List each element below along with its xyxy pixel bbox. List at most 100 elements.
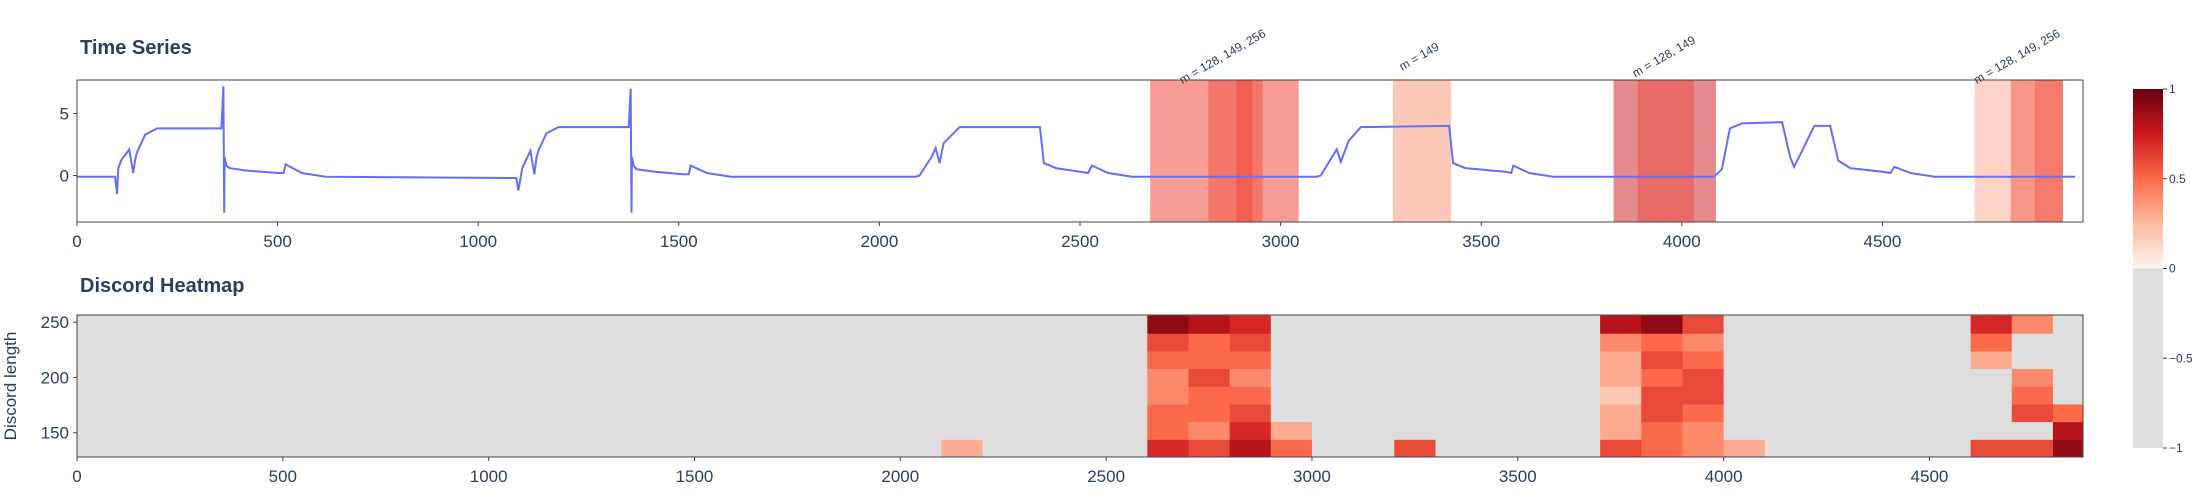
- heatmap-cell: [1517, 439, 1560, 457]
- heatmap-cell: [1641, 439, 1683, 457]
- heatmap-cell: [1435, 386, 1478, 405]
- heatmap-cell: [118, 386, 160, 405]
- heatmap-cell: [2011, 333, 2054, 352]
- heatmap-cell: [1970, 439, 2013, 457]
- heatmap-cell: [570, 403, 613, 423]
- highlight-region: [1637, 80, 1694, 222]
- heatmap-cell: [776, 386, 819, 405]
- y-tick-label: 200: [41, 368, 69, 387]
- heatmap-cell: [1723, 350, 1766, 370]
- heatmap-cell: [447, 368, 490, 387]
- heatmap-cell: [1517, 403, 1560, 423]
- heatmap-cell: [282, 350, 325, 370]
- heatmap-cell: [1270, 350, 1313, 370]
- heatmap-cell: [1600, 439, 1642, 457]
- heatmap-cell: [488, 439, 531, 457]
- heatmap-cell: [365, 421, 407, 440]
- heatmap-cell: [406, 368, 448, 387]
- heatmap-cell: [570, 368, 613, 387]
- heatmap-cell: [735, 403, 778, 423]
- heatmap-cell: [241, 439, 284, 457]
- heatmap-cell: [1888, 386, 1930, 405]
- heatmap-cell: [447, 386, 490, 405]
- heatmap-cell: [1106, 315, 1148, 334]
- heatmap-cell: [1476, 439, 1519, 457]
- heatmap-cell: [941, 333, 984, 352]
- y-tick-label: 5: [60, 104, 69, 123]
- heatmap-cell: [1311, 333, 1354, 352]
- heatmap-cell: [982, 439, 1025, 457]
- heatmap-cell: [365, 368, 407, 387]
- heatmap-cell: [900, 421, 942, 440]
- heatmap-cell: [1147, 333, 1189, 352]
- heatmap-cell: [406, 315, 448, 334]
- heatmap-cell: [159, 368, 201, 387]
- heatmap-cell: [406, 350, 448, 370]
- heatmap-cell: [653, 333, 695, 352]
- heatmap-cell: [1558, 315, 1601, 334]
- heatmap-cell: [776, 368, 819, 387]
- heatmap-cell: [1682, 368, 1725, 387]
- heatmap-cell: [1188, 386, 1231, 405]
- heatmap-cell: [900, 333, 942, 352]
- heatmap-cell: [77, 386, 119, 405]
- heatmap-cell: [2011, 439, 2054, 457]
- heatmap-cell: [1106, 333, 1148, 352]
- heatmap-cell: [159, 421, 201, 440]
- heatmap-cell: [323, 350, 366, 370]
- y-axis-label: Discord length: [1, 332, 20, 441]
- heatmap-cell: [1682, 386, 1725, 405]
- heatmap-cell: [941, 403, 984, 423]
- heatmap-cell: [1229, 403, 1272, 423]
- heatmap-cell: [1558, 368, 1601, 387]
- heatmap-cell: [1476, 403, 1519, 423]
- heatmap-cell: [570, 421, 613, 440]
- heatmap-cell: [1929, 403, 1972, 423]
- heatmap-cell: [1929, 368, 1972, 387]
- heatmap-cell: [1188, 403, 1231, 423]
- heatmap-cell: [200, 368, 243, 387]
- heatmap-cell: [1682, 315, 1725, 334]
- heatmap-cell: [77, 333, 119, 352]
- heatmap-cell: [1106, 403, 1148, 423]
- heatmap-cell: [1147, 386, 1189, 405]
- heatmap-cell: [1558, 421, 1601, 440]
- heatmap-cell: [1270, 315, 1313, 334]
- heatmap-cell: [529, 333, 572, 352]
- heatmap-cell: [1311, 403, 1354, 423]
- heatmap-cell: [200, 315, 243, 334]
- heatmap-cell: [365, 439, 407, 457]
- heatmap-cell: [1682, 439, 1725, 457]
- heatmap-cell: [1764, 421, 1807, 440]
- heatmap-cell: [1229, 439, 1272, 457]
- heatmap-cell: [1641, 333, 1683, 352]
- heatmap-cell: [1435, 350, 1478, 370]
- heatmap-cell: [1064, 350, 1107, 370]
- heatmap-cell: [1970, 368, 2013, 387]
- heatmap-cell: [323, 386, 366, 405]
- heatmap-cell: [1229, 350, 1272, 370]
- heatmap-cell: [817, 315, 860, 334]
- heatmap-cell: [365, 403, 407, 423]
- heatmap-cell: [1600, 333, 1642, 352]
- heatmap-cell: [817, 386, 860, 405]
- heatmap-cell: [241, 386, 284, 405]
- heatmap-cell: [612, 386, 654, 405]
- heatmap-cell: [1682, 333, 1725, 352]
- heatmap-cell: [2011, 421, 2054, 440]
- chart-title: Time Series: [80, 37, 192, 59]
- heatmap-cell: [1929, 333, 1972, 352]
- plot-area: [77, 315, 2083, 457]
- colorbar-tick-label: 1: [2169, 82, 2176, 96]
- heatmap-cell: [612, 350, 654, 370]
- heatmap-cell: [859, 403, 901, 423]
- heatmap-cell: [1106, 350, 1148, 370]
- heatmap-cell: [570, 315, 613, 334]
- y-tick-label: 0: [60, 166, 69, 185]
- heatmap-cell: [241, 403, 284, 423]
- heatmap-cell: [735, 350, 778, 370]
- heatmap-cell: [1023, 333, 1066, 352]
- heatmap-cell: [488, 421, 531, 440]
- heatmap-cell: [200, 421, 243, 440]
- x-tick-label: 500: [263, 232, 291, 251]
